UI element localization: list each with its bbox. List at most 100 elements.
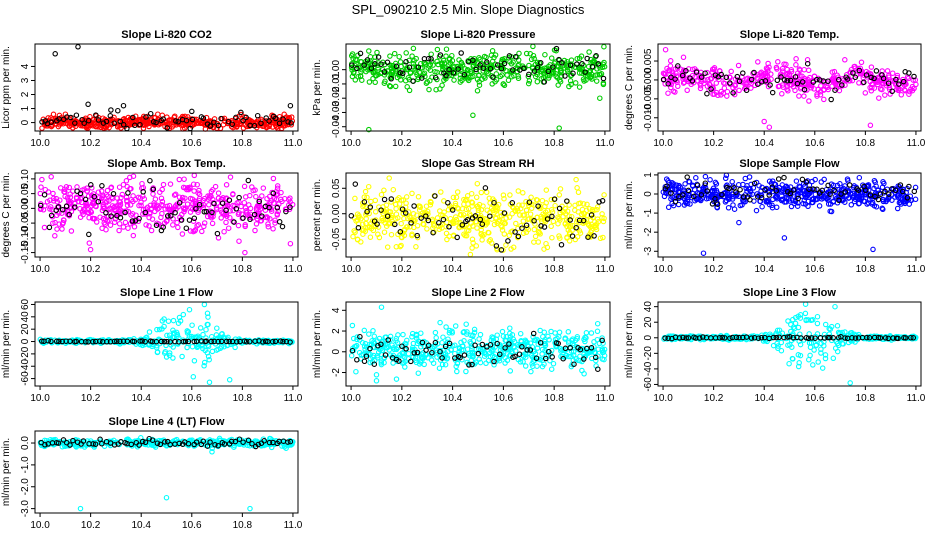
data-point (55, 123, 62, 130)
data-point (775, 59, 781, 65)
data-point (793, 178, 800, 184)
data-point (241, 199, 248, 206)
data-point (454, 368, 460, 375)
data-point (415, 194, 422, 200)
data-point (86, 231, 92, 238)
x-tick-label: 10.2 (81, 393, 101, 404)
data-point (349, 62, 355, 68)
data-point (539, 351, 545, 357)
data-point (181, 125, 188, 131)
data-point (552, 202, 558, 209)
data-point (39, 176, 45, 183)
data-point (439, 63, 446, 70)
data-point (189, 116, 196, 123)
data-point (280, 116, 286, 122)
data-point (352, 195, 358, 202)
x-tick-label: 10.2 (392, 393, 412, 404)
data-point (372, 209, 379, 215)
outlier-point (556, 125, 562, 131)
y-tick-label: 2 (331, 328, 342, 334)
data-point (830, 355, 837, 362)
data-point (882, 92, 888, 98)
data-point (370, 328, 376, 334)
data-point (366, 48, 372, 54)
data-point (38, 184, 44, 190)
data-point (894, 84, 901, 90)
data-point (723, 74, 730, 81)
data-point (666, 67, 672, 73)
data-point (781, 174, 787, 181)
page-title: SPL_090210 2.5 Min. Slope Diagnostics (352, 2, 585, 17)
data-point (120, 122, 127, 128)
data-point (509, 73, 515, 80)
data-point (505, 238, 511, 244)
points (660, 46, 919, 130)
data-point (818, 83, 824, 89)
data-point (594, 320, 601, 327)
data-point (848, 202, 855, 208)
data-point (46, 224, 53, 231)
y-tick-label: -0.01 (331, 72, 342, 95)
data-point (160, 181, 167, 188)
data-point (743, 76, 750, 82)
data-point (779, 91, 785, 97)
data-point (470, 63, 476, 70)
data-point (62, 111, 69, 117)
data-point (437, 52, 444, 58)
data-point (801, 86, 808, 93)
data-point (588, 330, 595, 336)
data-point (484, 59, 490, 65)
data-point (153, 119, 159, 126)
points (661, 301, 919, 386)
data-point (375, 65, 381, 71)
points (348, 43, 608, 133)
outlier-point (867, 122, 874, 129)
data-point (532, 73, 539, 80)
data-point (584, 55, 590, 62)
outlier-point (87, 246, 94, 253)
data-point (469, 245, 475, 251)
outlier-point (470, 112, 476, 119)
data-point (41, 224, 48, 231)
data-point (889, 88, 895, 95)
outlier-point (189, 108, 195, 115)
data-point (438, 189, 444, 195)
data-point (594, 204, 601, 210)
data-point (758, 69, 765, 76)
data-point (793, 56, 799, 62)
data-point (548, 69, 554, 76)
data-point (209, 348, 216, 355)
data-point (413, 244, 419, 250)
data-point (531, 239, 537, 245)
data-point (59, 226, 65, 232)
data-point (384, 59, 391, 66)
data-point (353, 368, 359, 375)
data-point (428, 51, 434, 57)
data-point (850, 70, 856, 76)
x-tick-label: 10.6 (805, 138, 825, 149)
data-point (222, 118, 228, 125)
x-tick-label: 10.4 (443, 393, 463, 404)
data-point (910, 77, 916, 83)
data-point (822, 321, 829, 328)
data-point (550, 218, 557, 225)
data-point (497, 73, 504, 80)
data-point (390, 69, 396, 75)
data-point (179, 231, 186, 237)
x-tick-label: 10.4 (443, 264, 463, 275)
data-point (574, 61, 580, 67)
y-tick-label: 0.005 (643, 48, 654, 73)
data-point (814, 320, 821, 327)
y-tick-label: 40 (20, 311, 31, 323)
x-tick-label: 10.8 (544, 393, 564, 404)
data-point (513, 220, 519, 227)
data-point (37, 190, 44, 197)
data-point (684, 87, 690, 94)
data-point (81, 120, 87, 126)
data-point (48, 212, 55, 219)
data-point (600, 81, 607, 88)
data-point (725, 205, 732, 211)
data-point (477, 331, 484, 338)
data-point (586, 49, 592, 55)
data-point (72, 120, 78, 126)
